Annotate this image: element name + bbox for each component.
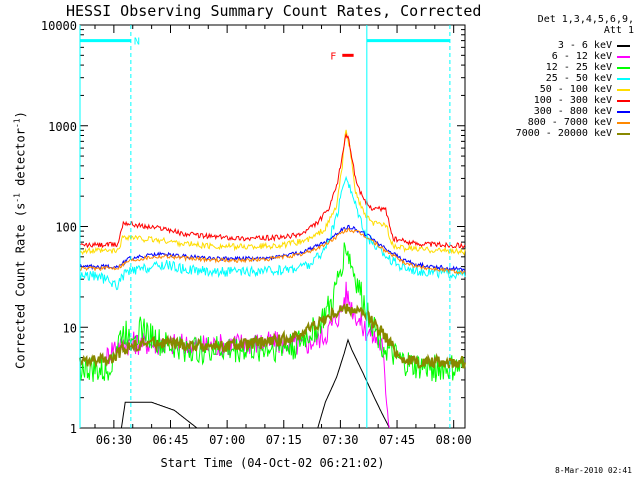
legend-swatch: [617, 133, 630, 135]
chart-title: HESSI Observing Summary Count Rates, Cor…: [66, 2, 482, 20]
series-line-0: [79, 338, 465, 429]
legend-swatch: [617, 100, 630, 102]
y-label-sup-2: -1: [12, 118, 22, 129]
y-axis-label: Corrected Count Rate (s-1 detector-1): [13, 111, 28, 369]
series-line-4: [79, 129, 466, 256]
x-tick-label-2: 07:00: [209, 433, 245, 447]
x-tick-label-5: 07:45: [379, 433, 415, 447]
legend-entry-2: 12 - 25 keV: [484, 62, 634, 73]
y-label-part-2: detector: [13, 128, 28, 194]
legend-entry-4: 50 - 100 keV: [484, 84, 634, 95]
legend-header: Det 1,3,4,5,6,9, Att 1: [524, 14, 634, 36]
legend-swatch: [617, 67, 630, 69]
night-label: N: [134, 37, 140, 48]
x-axis-label: Start Time (04-Oct-02 06:21:02): [160, 456, 385, 470]
series-line-6: [79, 224, 466, 273]
series-line-7: [79, 227, 465, 275]
x-tick-label-3: 07:15: [266, 433, 302, 447]
legend-label: 300 - 800 keV: [533, 106, 612, 117]
y-label-part-1: Corrected Count Rate (s: [13, 202, 28, 369]
legend-entry-0: 3 - 6 keV: [484, 40, 634, 51]
y-tick-label-3: 1000: [48, 120, 77, 134]
legend-swatch: [617, 89, 630, 91]
legend-entry-8: 7000 - 20000 keV: [484, 128, 634, 139]
timestamp: 8-Mar-2010 02:41: [554, 466, 632, 475]
legend-swatch: [617, 122, 630, 124]
legend-label: 800 - 7000 keV: [527, 117, 612, 128]
y-tick-label-2: 100: [55, 221, 77, 235]
legend-label: 7000 - 20000 keV: [515, 128, 612, 139]
legend: 3 - 6 keV 6 - 12 keV 12 - 25 keV 25 - 50 ke…: [484, 40, 634, 139]
x-tick-label-6: 08:00: [436, 433, 472, 447]
legend-entry-3: 25 - 50 keV: [484, 73, 634, 84]
legend-entry-7: 800 - 7000 keV: [484, 117, 634, 128]
legend-swatch: [617, 78, 630, 80]
legend-swatch: [617, 45, 630, 47]
x-tick-label-4: 07:30: [322, 433, 358, 447]
legend-header-line-1: Det 1,3,4,5,6,9,: [537, 14, 634, 25]
legend-swatch: [617, 111, 630, 113]
x-tick-label-1: 06:45: [152, 433, 188, 447]
legend-entry-6: 300 - 800 keV: [484, 106, 634, 117]
legend-label: 3 - 6 keV: [557, 40, 612, 51]
y-tick-label-1: 10: [63, 321, 77, 335]
legend-label: 6 - 12 keV: [551, 51, 612, 62]
legend-label: 50 - 100 keV: [539, 84, 612, 95]
series-line-3: [79, 175, 466, 291]
legend-swatch: [617, 56, 630, 58]
y-tick-label-4: 10000: [41, 19, 77, 33]
legend-label: 100 - 300 keV: [533, 95, 612, 106]
flare-label: F: [330, 51, 336, 62]
series-line-5: [79, 132, 466, 249]
y-label-sup-1: -1: [12, 193, 22, 203]
x-tick-label-0: 06:30: [96, 433, 132, 447]
legend-header-line-2: Att 1: [603, 25, 634, 36]
y-label-part-3: ): [13, 111, 28, 119]
series-line-8: [78, 303, 466, 369]
legend-label: 25 - 50 keV: [545, 73, 612, 84]
legend-label: 12 - 25 keV: [545, 62, 612, 73]
y-tick-label-0: 1: [70, 422, 77, 436]
legend-entry-1: 6 - 12 keV: [484, 51, 634, 62]
legend-entry-5: 100 - 300 keV: [484, 95, 634, 106]
